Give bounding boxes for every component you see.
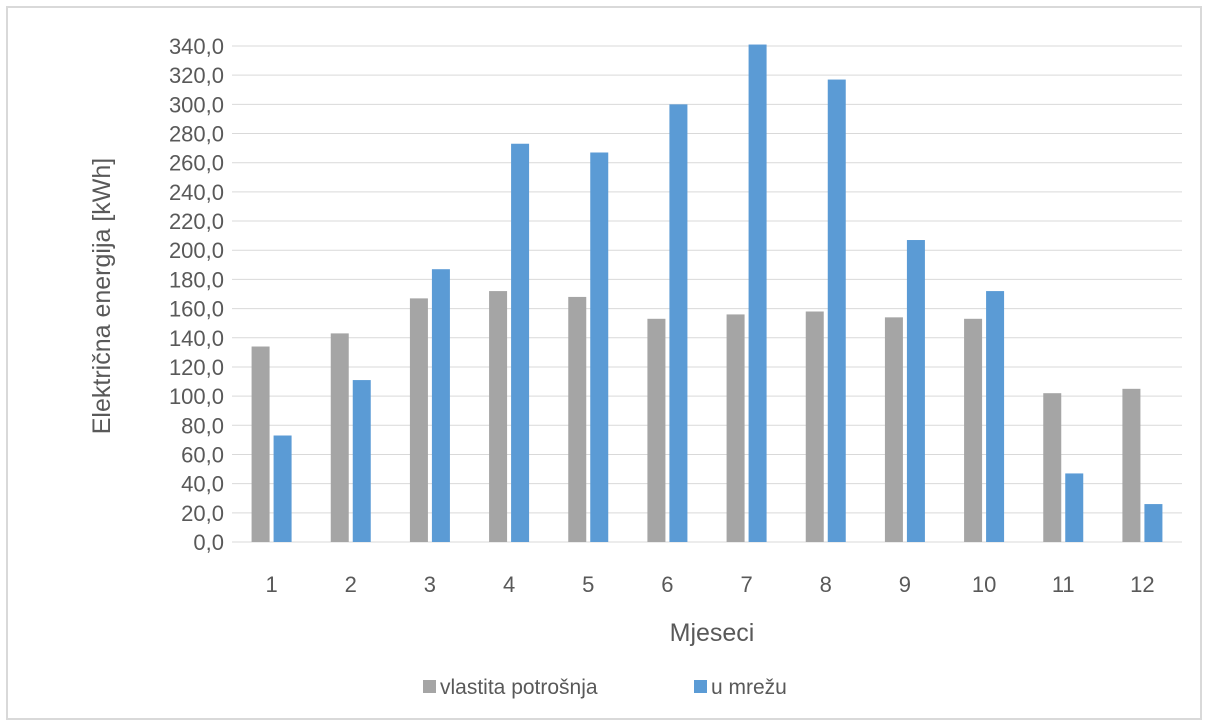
bar-vlastita-potrosnja <box>568 296 587 542</box>
y-tick-label: 40,0 <box>181 472 224 497</box>
y-tick-label: 120,0 <box>169 355 224 380</box>
bar-chart: 0,0 20,0 40,0 60,0 80,0 100,0 120,0 140,0 160,0 1… <box>88 34 1182 699</box>
bar-vlastita-potrosnja <box>489 291 508 542</box>
gridlines <box>232 45 1182 543</box>
y-tick-label: 100,0 <box>169 384 224 409</box>
y-tick-label: 20,0 <box>181 501 224 526</box>
chart-area: 0,0 20,0 40,0 60,0 80,0 100,0 120,0 140,0 160,0 1… <box>6 6 1202 720</box>
x-tick-label: 9 <box>899 572 911 597</box>
x-tick-label: 3 <box>424 572 436 597</box>
bar-vlastita-potrosnja <box>884 317 903 542</box>
y-tick-label: 160,0 <box>169 297 224 322</box>
bar-vlastita-potrosnja <box>805 311 824 542</box>
x-tick-label: 7 <box>740 572 752 597</box>
legend-label: u mrežu <box>711 676 787 699</box>
x-tick-labels: 1 2 3 4 5 6 7 8 9 10 11 12 <box>265 572 1154 597</box>
bar-vlastita-potrosnja <box>251 346 270 542</box>
legend-swatch <box>423 680 436 693</box>
x-tick-label: 8 <box>820 572 832 597</box>
bar-u-mrezu <box>352 380 371 542</box>
bar-u-mrezu <box>986 291 1005 542</box>
bar-vlastita-potrosnja <box>1122 388 1141 542</box>
y-tick-label: 260,0 <box>169 151 224 176</box>
y-tick-label: 340,0 <box>169 34 224 59</box>
y-tick-label: 60,0 <box>181 442 224 467</box>
x-tick-label: 6 <box>661 572 673 597</box>
bar-u-mrezu <box>1144 504 1163 542</box>
x-tick-label: 10 <box>972 572 996 597</box>
y-tick-label: 180,0 <box>169 267 224 292</box>
bar-u-mrezu <box>273 435 292 542</box>
bar-u-mrezu <box>906 240 925 542</box>
bar-u-mrezu <box>669 104 688 543</box>
y-tick-label: 300,0 <box>169 92 224 117</box>
legend: vlastita potrošnja u mrežu <box>423 676 787 699</box>
bar-vlastita-potrosnja <box>330 333 349 542</box>
y-tick-label: 0,0 <box>193 530 224 555</box>
x-tick-label: 1 <box>265 572 277 597</box>
y-tick-label: 200,0 <box>169 238 224 263</box>
x-tick-label: 2 <box>345 572 357 597</box>
bars <box>251 44 1163 543</box>
y-tick-label: 80,0 <box>181 413 224 438</box>
bar-u-mrezu <box>1065 473 1084 542</box>
bar-u-mrezu <box>827 79 846 542</box>
bar-vlastita-potrosnja <box>726 314 745 542</box>
y-tick-label: 140,0 <box>169 326 224 351</box>
bar-vlastita-potrosnja <box>1043 393 1062 542</box>
bar-u-mrezu <box>590 152 609 542</box>
y-tick-labels: 0,0 20,0 40,0 60,0 80,0 100,0 120,0 140,0 160,0 1… <box>169 34 224 555</box>
y-tick-label: 220,0 <box>169 209 224 234</box>
legend-label: vlastita potrošnja <box>440 676 598 699</box>
x-tick-label: 4 <box>503 572 515 597</box>
x-tick-label: 12 <box>1130 572 1154 597</box>
y-axis-title: Električna energija [kWh] <box>88 158 116 435</box>
x-tick-label: 11 <box>1052 572 1075 597</box>
bar-u-mrezu <box>748 44 767 543</box>
bar-vlastita-potrosnja <box>647 318 666 542</box>
y-tick-label: 240,0 <box>169 180 224 205</box>
bar-vlastita-potrosnja <box>409 298 428 542</box>
legend-swatch <box>694 680 707 693</box>
y-tick-label: 280,0 <box>169 122 224 147</box>
x-axis-title: Mjeseci <box>670 619 755 647</box>
y-tick-label: 320,0 <box>169 63 224 88</box>
bar-u-mrezu <box>431 269 450 542</box>
bar-u-mrezu <box>511 143 530 542</box>
bar-vlastita-potrosnja <box>964 318 983 542</box>
x-tick-label: 5 <box>582 572 594 597</box>
